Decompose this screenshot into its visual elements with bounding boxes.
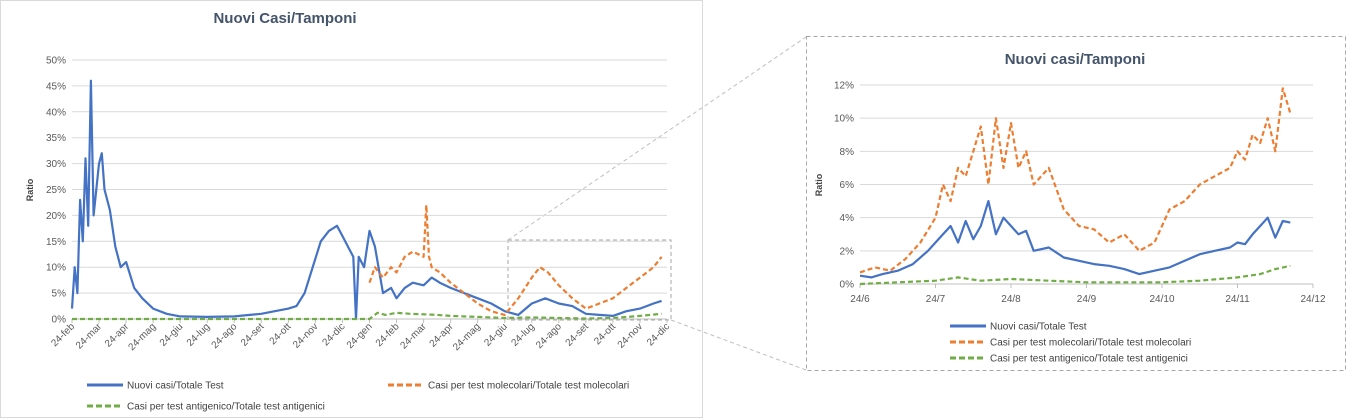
legend-label-2: Casi per test molecolari/Totale test mol…: [428, 381, 629, 392]
main-chart-y-ticks: 0% 5% 10% 15% 20% 25% 30% 35% 40% 45% 50%: [46, 56, 66, 326]
zoom-chart-legend: Nuovi casi/Totale Test Casi per test mole…: [950, 322, 1191, 365]
legend-label-3: Casi per test antigenico/Totale test ant…: [990, 354, 1188, 365]
y-tick-label: 4%: [840, 213, 855, 224]
zoom-connector-bottom: [670, 319, 807, 371]
y-tick-label: 0%: [840, 280, 855, 291]
x-tick-label: 24/8: [1001, 294, 1021, 305]
zoom-chart-y-ticks: 0% 2% 4% 6% 8% 10% 12%: [834, 81, 854, 291]
y-tick-label: 8%: [840, 147, 855, 158]
x-tick-label: 24/11: [1225, 294, 1250, 305]
y-tick-label: 12%: [834, 81, 854, 92]
zoom-chart-gridlines: [859, 84, 1314, 288]
legend-label-2: Casi per test molecolari/Totale test mol…: [990, 338, 1191, 349]
series-line-1: [70, 79, 662, 321]
x-tick-label: 24/6: [850, 294, 870, 305]
y-tick-label: 5%: [52, 289, 67, 300]
x-tick-label: 24/10: [1149, 294, 1174, 305]
zoom-chart-frame: [806, 36, 1346, 371]
legend-label-3: Casi per test antigenico/Totale test ant…: [127, 402, 325, 413]
y-tick-label: 2%: [840, 246, 855, 257]
series-line-2: [859, 87, 1292, 274]
main-chart-title: Nuovi Casi/Tamponi: [213, 10, 356, 27]
main-chart-ylabel: Ratio: [25, 178, 35, 201]
zoom-chart-series: [859, 87, 1292, 286]
zoom-chart-ylabel: Ratio: [814, 173, 824, 196]
y-tick-label: 20%: [46, 211, 66, 222]
x-tick-label: 24/9: [1077, 294, 1097, 305]
series-line-2: [368, 203, 663, 316]
series-line-3: [72, 311, 662, 321]
zoom-chart-x-ticks: 24/6 24/7 24/8 24/9 24/10 24/11 24/12: [850, 294, 1326, 305]
legend-label-1: Nuovi casi/Totale Test: [127, 381, 224, 392]
y-tick-label: 50%: [46, 56, 66, 67]
x-tick-label: 24/7: [926, 294, 946, 305]
y-tick-label: 10%: [834, 114, 854, 125]
series-line-3: [859, 264, 1291, 286]
y-tick-label: 30%: [46, 159, 66, 170]
y-tick-label: 40%: [46, 107, 66, 118]
y-tick-label: 45%: [46, 81, 66, 92]
y-tick-label: 25%: [46, 185, 66, 196]
main-chart-legend: Nuovi casi/Totale Test Casi per test mole…: [87, 381, 629, 413]
y-tick-label: 10%: [46, 263, 66, 274]
y-tick-label: 6%: [840, 180, 855, 191]
main-chart-series: [70, 79, 663, 321]
zoom-selection-box: [507, 239, 672, 321]
zoom-chart-title: Nuovi casi/Tamponi: [1005, 51, 1146, 68]
main-chart-frame: [0, 0, 703, 418]
y-tick-label: 0%: [52, 315, 67, 326]
x-tick-label: 24/12: [1300, 294, 1325, 305]
y-tick-label: 35%: [46, 133, 66, 144]
series-line-1: [859, 200, 1291, 279]
y-tick-label: 15%: [46, 237, 66, 248]
legend-label-1: Nuovi casi/Totale Test: [990, 322, 1087, 333]
